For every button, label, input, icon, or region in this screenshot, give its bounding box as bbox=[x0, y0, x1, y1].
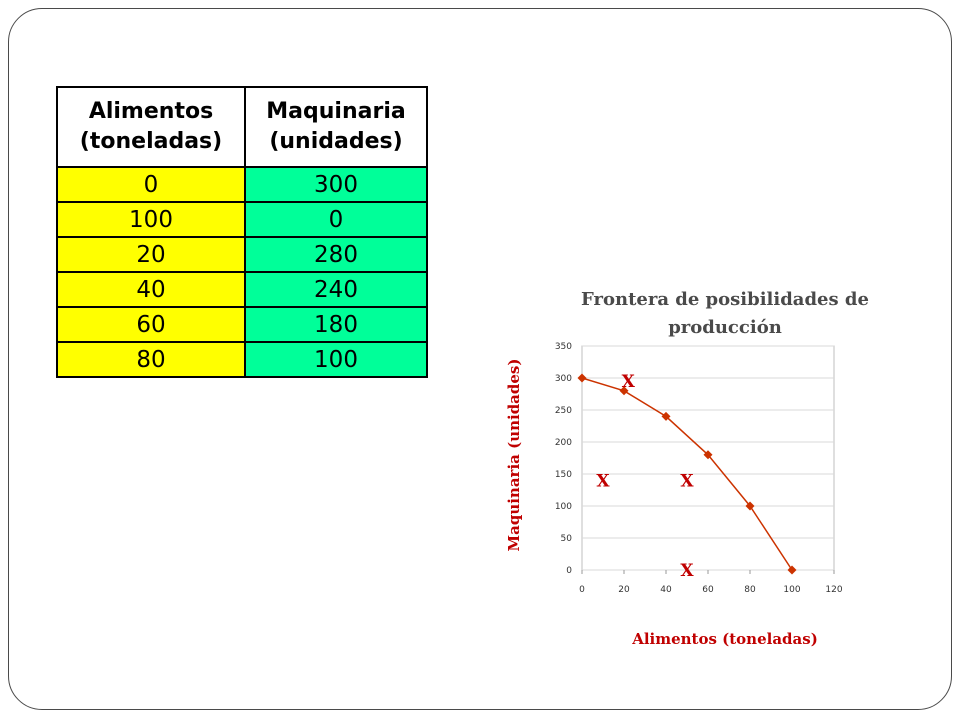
production-table: Alimentos (toneladas) Maquinaria (unidad… bbox=[56, 86, 428, 378]
y-tick-label: 0 bbox=[566, 566, 572, 576]
data-point bbox=[703, 450, 713, 460]
series-line bbox=[581, 377, 793, 571]
annotation-x: X bbox=[680, 561, 694, 581]
cell-food: 80 bbox=[56, 341, 246, 378]
x-tick-label: 40 bbox=[660, 585, 672, 595]
y-tick-label: 50 bbox=[561, 534, 573, 544]
table-row: 0 300 bbox=[56, 166, 428, 203]
cell-food: 20 bbox=[56, 236, 246, 273]
y-tick-label: 250 bbox=[555, 406, 572, 416]
chart-title: Frontera de posibilidades de producción bbox=[581, 289, 869, 338]
cell-food: 40 bbox=[56, 271, 246, 308]
table-row: 40 240 bbox=[56, 271, 428, 308]
x-tick-label: 60 bbox=[702, 585, 714, 595]
x-tick-label: 100 bbox=[783, 585, 800, 595]
cell-food: 0 bbox=[56, 166, 246, 203]
data-point bbox=[661, 411, 671, 421]
y-tick-label: 150 bbox=[555, 470, 572, 480]
cell-machinery: 180 bbox=[244, 306, 428, 343]
cell-machinery: 100 bbox=[244, 341, 428, 378]
table-row: 20 280 bbox=[56, 236, 428, 273]
data-point bbox=[787, 565, 797, 575]
cell-machinery: 280 bbox=[244, 236, 428, 273]
cell-machinery: 0 bbox=[244, 201, 428, 238]
y-tick-label: 350 bbox=[555, 342, 572, 352]
x-axis-label: Alimentos (toneladas) bbox=[632, 630, 818, 648]
table-row: 80 100 bbox=[56, 341, 428, 378]
x-tick-label: 20 bbox=[618, 585, 630, 595]
y-tick-label: 300 bbox=[555, 374, 572, 384]
header-machinery: Maquinaria (unidades) bbox=[244, 86, 428, 168]
cell-food: 60 bbox=[56, 306, 246, 343]
header-food: Alimentos (toneladas) bbox=[56, 86, 246, 168]
x-tick-label: 120 bbox=[825, 585, 842, 595]
cell-machinery: 240 bbox=[244, 271, 428, 308]
table-header-row: Alimentos (toneladas) Maquinaria (unidad… bbox=[56, 86, 428, 168]
table-row: 100 0 bbox=[56, 201, 428, 238]
data-point bbox=[745, 501, 755, 511]
annotation-x: X bbox=[596, 471, 610, 491]
y-tick-label: 100 bbox=[555, 502, 572, 512]
x-tick-label: 80 bbox=[744, 585, 756, 595]
y-tick-label: 200 bbox=[555, 438, 572, 448]
annotation-x: X bbox=[622, 372, 636, 392]
annotation-x: X bbox=[680, 471, 694, 491]
x-tick-label: 0 bbox=[579, 585, 585, 595]
table-row: 60 180 bbox=[56, 306, 428, 343]
data-point bbox=[577, 373, 587, 383]
cell-machinery: 300 bbox=[244, 166, 428, 203]
cell-food: 100 bbox=[56, 201, 246, 238]
data-point bbox=[619, 386, 629, 396]
